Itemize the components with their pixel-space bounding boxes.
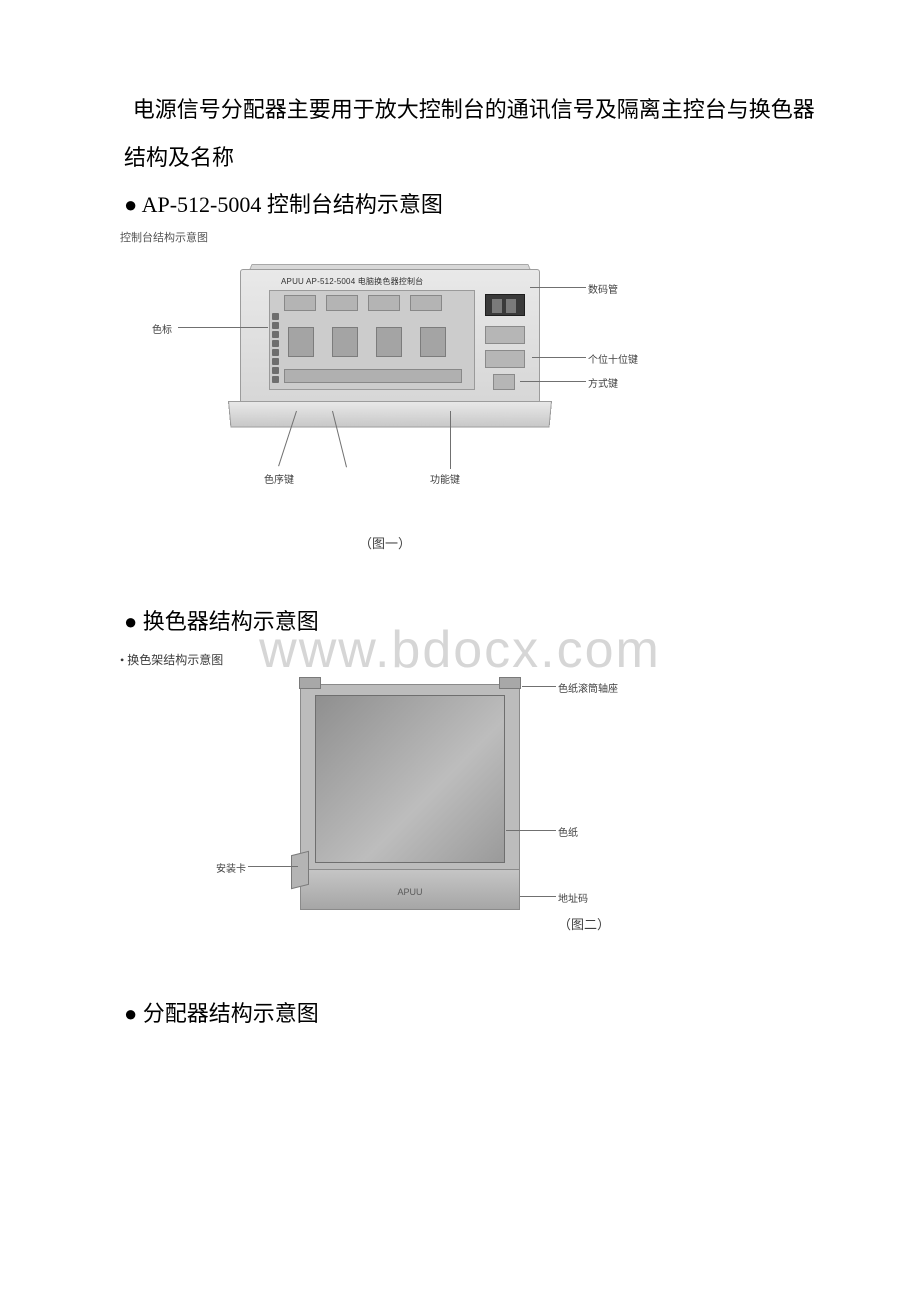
label-mode-key: 方式键 [588, 375, 618, 390]
btn-1 [288, 327, 314, 357]
label-roller-shaft: 色纸滚筒轴座 [558, 680, 618, 695]
led-column [272, 313, 279, 383]
btn-4 [420, 327, 446, 357]
figure-2-top-caption: • 换色架结构示意图 [120, 651, 840, 668]
leader-roller-shaft [522, 686, 556, 687]
figure-1-wrap: 控制台结构示意图 APUU AP-512-5004 电脑换色器控制台 [120, 229, 840, 552]
btn-3 [376, 327, 402, 357]
leader-mode-key [520, 381, 586, 382]
button-row [288, 327, 446, 357]
leader-color-mark [178, 327, 268, 328]
leader-mount [248, 866, 298, 867]
leader-func-key [450, 411, 451, 469]
console-panel [269, 290, 475, 390]
console-base [228, 401, 552, 428]
bullet-distributor-diagram: ● 分配器结构示意图 [80, 994, 840, 1034]
frame-base-text: APUU [301, 887, 519, 897]
leader-paper [506, 830, 556, 831]
tab-1 [284, 295, 316, 311]
bracket-right [499, 677, 521, 689]
bullet-console-diagram: ● AP-512-5004 控制台结构示意图 [80, 185, 840, 225]
figure-1: APUU AP-512-5004 电脑换色器控制台 [120, 251, 650, 511]
figure-2: APUU 色纸滚筒轴座 色纸 安装卡 地址码 （图二） [150, 674, 690, 944]
tab-row [284, 295, 442, 311]
bottom-strip [284, 369, 462, 383]
leader-digit-tube [530, 287, 586, 288]
color-paper-window [315, 695, 505, 863]
label-unit-ten-key: 个位十位键 [588, 351, 638, 366]
label-func-key: 功能键 [430, 471, 460, 486]
tab-4 [410, 295, 442, 311]
tab-2 [326, 295, 358, 311]
tab-3 [368, 295, 400, 311]
changer-frame: APUU [300, 684, 520, 910]
label-seq-key: 色序键 [264, 471, 294, 486]
side-box-1 [485, 326, 525, 344]
figure-2-caption: （图二） [558, 914, 610, 933]
side-box-2 [485, 350, 525, 368]
btn-2 [332, 327, 358, 357]
leader-addr [520, 896, 556, 897]
paragraph-distributor: 电源信号分配器主要用于放大控制台的通讯信号及隔离主控台与换色器 [80, 90, 840, 130]
console-title-text: APUU AP-512-5004 电脑换色器控制台 [281, 276, 423, 287]
digit-display [485, 294, 525, 316]
bullet-changer-diagram: ● 换色器结构示意图 [80, 602, 840, 642]
console-body: APUU AP-512-5004 电脑换色器控制台 [240, 269, 540, 407]
label-paper: 色纸 [558, 824, 578, 839]
mount-clip [291, 851, 309, 889]
side-box-3 [493, 374, 515, 390]
frame-base: APUU [301, 869, 519, 909]
paragraph-structure-title: 结构及名称 [80, 138, 840, 178]
figure-2-wrap: • 换色架结构示意图 APUU 色纸滚筒轴座 色纸 安装卡 地址码 （图二） [120, 651, 840, 944]
label-color-mark: 色标 [152, 321, 172, 336]
label-digit-tube: 数码管 [588, 281, 618, 296]
figure-1-top-caption: 控制台结构示意图 [120, 229, 840, 245]
label-addr: 地址码 [558, 890, 588, 905]
leader-unit-ten-key [532, 357, 586, 358]
figure-1-caption: （图一） [120, 533, 650, 552]
bracket-left [299, 677, 321, 689]
label-mount: 安装卡 [216, 860, 246, 875]
